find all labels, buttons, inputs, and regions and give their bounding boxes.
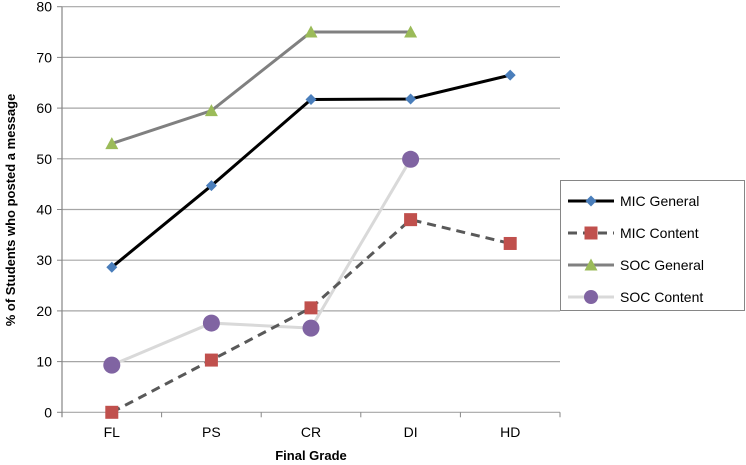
legend-label: MIC Content [620,225,699,241]
circle-marker [103,356,121,374]
y-tick-label: 20 [36,303,52,319]
diamond-marker [305,93,317,105]
series-mic-content [105,213,517,419]
legend-label: SOC General [620,257,704,273]
circle-marker [584,290,598,304]
square-marker [584,226,598,240]
series-mic-general [106,69,516,273]
triangle-marker [584,258,598,271]
y-tick-label: 0 [44,404,52,420]
y-axis-label: % of Students who posted a message [3,94,18,327]
triangle-marker [304,25,318,38]
square-marker [304,301,318,315]
legend: MIC General MIC Content SOC General SOC Con… [560,180,745,311]
legend-label: MIC General [620,193,699,209]
y-tick-label: 10 [36,354,52,370]
y-tick-label: 60 [36,100,52,116]
triangle-marker [105,137,119,150]
square-marker [204,353,218,367]
diamond-marker [205,180,217,192]
y-tick-label: 50 [36,151,52,167]
series-line [111,30,411,146]
series-soc-general [105,25,418,150]
y-tick-label: 70 [36,49,52,65]
legend-box [560,180,745,311]
x-tick-label: FL [104,424,121,440]
x-tick-label: CR [301,424,321,440]
diamond-marker [504,69,516,81]
diamond-marker [585,195,597,207]
x-tick-label: HD [500,424,520,440]
x-tick-label: DI [404,424,418,440]
square-marker [503,236,517,250]
x-axis-label: Final Grade [275,448,347,463]
triangle-marker [204,104,218,117]
square-marker [404,213,418,227]
series-line [111,217,511,414]
triangle-marker [404,25,418,38]
legend-label: SOC Content [620,289,703,305]
circle-marker [402,150,420,168]
diamond-marker [106,261,118,273]
circle-marker [302,319,320,337]
x-tick-label: PS [202,424,221,440]
y-tick-label: 40 [36,202,52,218]
series-soc-content [103,150,420,374]
square-marker [105,405,119,419]
diamond-marker [405,93,417,105]
y-tick-label: 80 [36,0,52,15]
circle-marker [202,314,220,332]
series-line [111,158,412,367]
y-tick-label: 30 [36,252,52,268]
